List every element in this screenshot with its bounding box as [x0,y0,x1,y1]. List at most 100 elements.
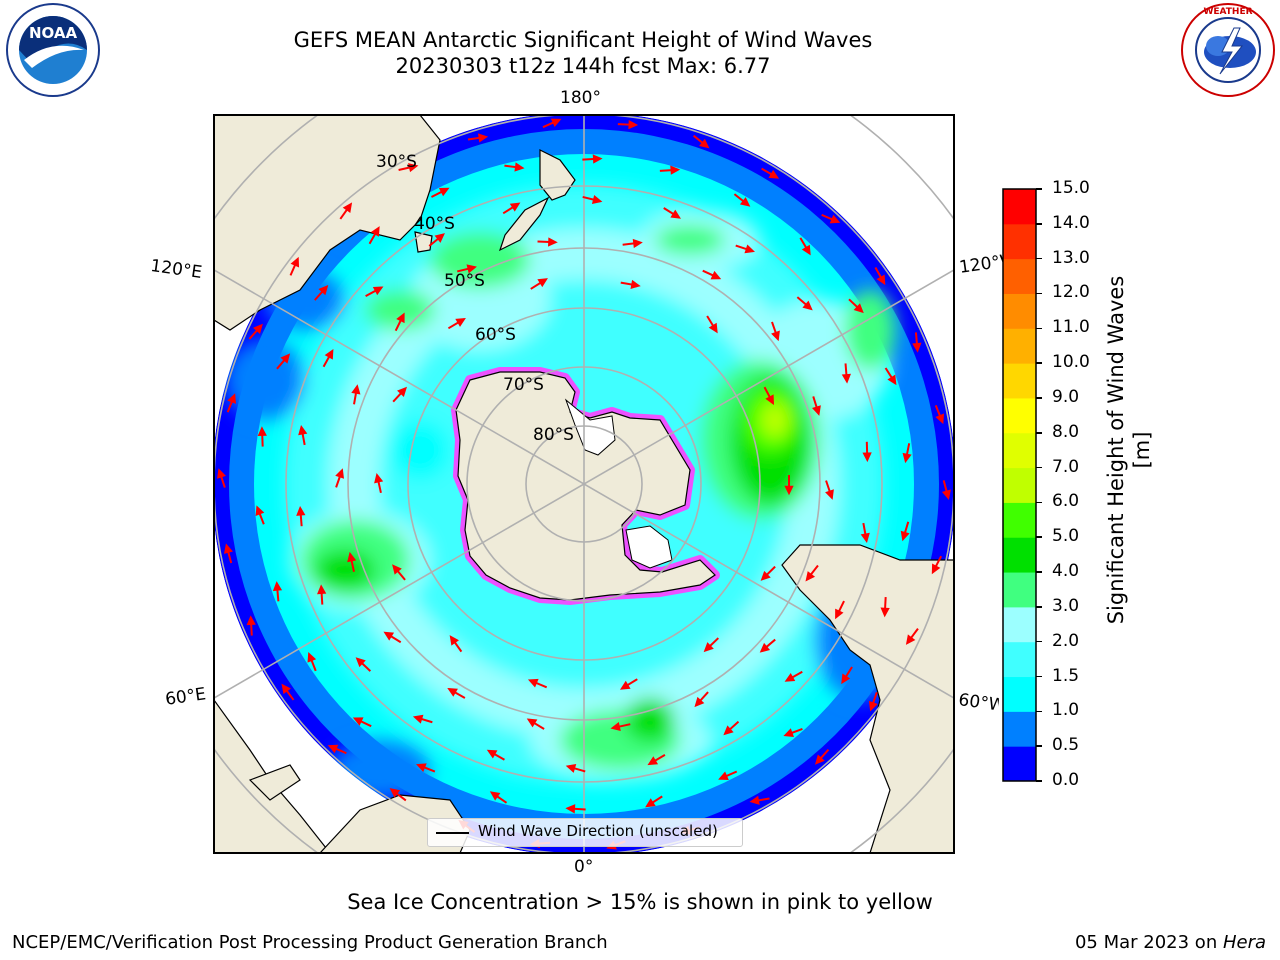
colorbar-tick-mark [1036,675,1042,678]
wave-arrow-head [630,279,641,290]
colorbar-band [1003,397,1036,434]
wave-arrow-head [853,303,864,314]
wave-arrow-head [489,791,501,801]
wave-arrow-head [784,672,796,682]
footer-left: NCEP/EMC/Verification Post Processing Pr… [12,932,608,953]
colorbar-tick-mark [1036,327,1042,330]
wave-arrow-head [912,342,922,353]
sea-ice-caption: Sea Ice Concentration > 15% is shown in … [347,890,933,914]
colorbar-band [1003,363,1036,399]
wave-arrow-head [703,642,714,653]
map-legend: Wind Wave Direction (unscaled) [427,818,743,847]
wave-arrow-head [860,532,870,544]
wave-arrow-head [372,286,384,296]
chart-title: GEFS MEAN Antarctic Significant Height o… [293,28,873,52]
wave-arrow-head [765,394,774,406]
colorbar-tick-label: 9.0 [1052,386,1080,407]
wave-arrow-head [355,657,366,668]
wave-arrow-head [447,687,458,697]
wave-arrow-head [771,330,780,342]
wave-arrow-head [324,349,334,360]
wave-arrow-head [255,505,265,516]
wave-arrow-head [835,608,844,620]
wave-arrow-head [814,754,825,765]
wave-arrow-head [416,763,427,772]
wave-arrow-head [784,485,794,496]
colorbar-band [1003,432,1036,469]
lat-label-30s: 30°S [376,152,417,172]
colorbar-tick-label: 0.0 [1052,770,1080,790]
wave-arrow-head [610,721,621,732]
wave-arrow-head [327,744,339,754]
colorbar-band [1003,711,1036,747]
wave-arrow-head [718,771,729,781]
colorbar-tick-mark [1036,223,1042,225]
wave-arrow-head [351,384,361,395]
colorbar-tick-label: 10.0 [1052,352,1090,373]
nws-logo: WEATHER [1181,3,1275,97]
lat-label-60s: 60°S [475,325,516,345]
colorbar-tick-label: 1.0 [1052,700,1080,721]
wave-arrow-head [862,452,872,463]
wave-arrow-head [280,353,291,364]
wave-arrow-head [670,165,681,175]
wave-arrow-head [296,505,306,516]
colorbar-tick-mark [1036,745,1042,747]
lon-label-0: 0° [574,857,594,877]
wave-arrow-head [281,683,291,695]
wave-arrow-head [257,426,267,437]
wave-arrow-head [509,202,521,212]
wave-arrow-head [223,543,233,554]
colorbar-label-text: Significant Height of Wind Waves [m] [1104,275,1154,625]
wave-arrow-head [744,244,755,254]
colorbar-tick-label: 8.0 [1052,421,1080,442]
colorbar-band [1003,537,1036,573]
lon-label-180: 180° [560,88,601,108]
wave-arrow-head [902,452,912,464]
colorbar-tick-label: 15.0 [1052,178,1090,198]
colorbar-tick-mark [1036,466,1042,469]
noaa-logo: NOAA [6,3,100,97]
wave-arrow-head [307,652,317,663]
wave-arrow-head [801,244,811,256]
wave-arrow-head [392,564,402,575]
wave-arrow-head [749,795,760,805]
wave-arrow-head [647,756,659,766]
wave-arrow-head [318,284,329,296]
colorbar-tick-mark [1036,536,1042,538]
colorbar-tick-mark [1036,640,1042,643]
wave-arrow-head [670,209,681,219]
wave-arrow-head [342,202,353,213]
wave-arrow-head [632,238,643,249]
lat-label-40s: 40°S [414,214,455,234]
colorbar-tick-mark [1036,606,1042,608]
legend-line-icon [436,832,469,834]
wave-arrow-head [347,551,357,563]
wave-arrow-head [645,798,656,808]
wave-arrow-head [389,788,401,798]
footer-right: 05 Mar 2023 on Hera [1075,932,1266,953]
colorbar-tick-label: 6.0 [1052,491,1080,512]
wave-arrow-head [537,278,548,288]
wave-arrow-head [905,634,916,645]
colorbar-band [1003,502,1036,538]
wave-arrow-head [710,270,722,280]
colorbar-band [1003,676,1036,712]
wave-arrow-head [227,393,236,404]
footer-date: 05 Mar 2023 on [1074,932,1223,953]
wave-arrow-head [397,386,407,397]
wave-arrow-head [449,635,459,646]
colorbar-tick-label: 14.0 [1052,212,1090,233]
wave-arrow-head [246,615,256,626]
wave-arrow-head [434,233,445,243]
wave-arrow-head [759,642,771,653]
colorbar-band [1003,328,1036,364]
wave-arrow-head [412,714,424,724]
wave-arrow-head [253,323,263,334]
colorbar-tick-mark [1036,501,1042,504]
chart-subtitle: 20230303 t12z 144h fcst Max: 6.77 [395,54,771,78]
wave-arrow-head [352,717,364,726]
wave-arrow-head [935,413,945,425]
wave-arrow-head [383,631,395,641]
colorbar-band [1003,223,1036,260]
